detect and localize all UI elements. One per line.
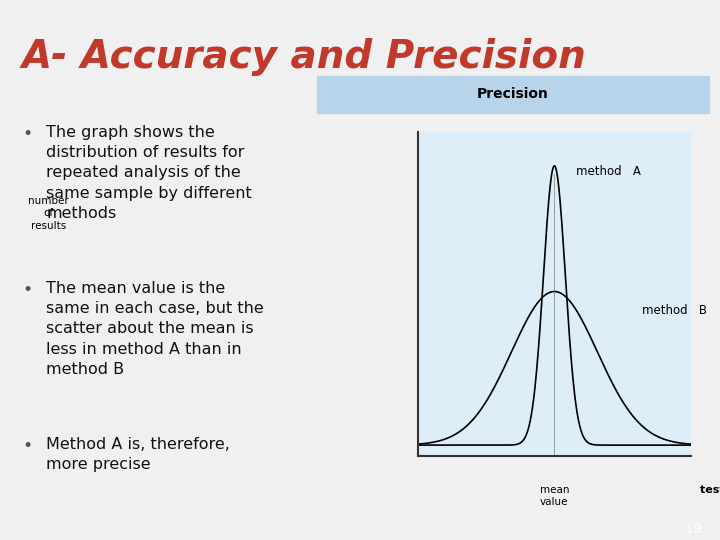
Text: method   B: method B [642, 304, 707, 317]
Text: mean
value: mean value [540, 485, 569, 507]
Text: •: • [22, 125, 32, 143]
Text: •: • [22, 436, 32, 455]
Text: The mean value is the
same in each case, but the
scatter about the mean is
less : The mean value is the same in each case,… [46, 281, 264, 377]
Bar [317, 76, 709, 113]
Text: Method A is, therefore,
more precise: Method A is, therefore, more precise [46, 436, 230, 472]
Text: 19: 19 [684, 522, 702, 536]
Text: The graph shows the
distribution of results for
repeated analysis of the
same sa: The graph shows the distribution of resu… [46, 125, 252, 221]
Text: A- Accuracy and Precision: A- Accuracy and Precision [22, 38, 586, 76]
Text: •: • [22, 281, 32, 299]
Text: Precision: Precision [477, 87, 549, 102]
Text: number
of
results: number of results [28, 196, 68, 231]
Text: method   A: method A [576, 165, 642, 178]
Text: test result: test result [700, 485, 720, 496]
